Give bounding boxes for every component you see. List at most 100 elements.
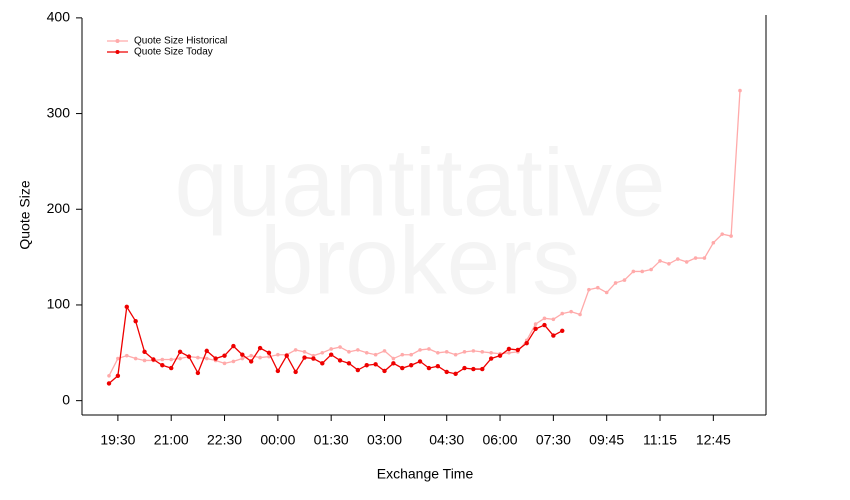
point [675, 257, 680, 261]
point [257, 345, 263, 351]
point [391, 356, 396, 361]
point [204, 356, 209, 361]
point [276, 352, 280, 357]
x-tick-label: 22:30 [207, 432, 242, 448]
point [533, 326, 538, 332]
point [462, 365, 467, 371]
legend-label: Quote Size Today [134, 47, 213, 58]
y-axis-label: Quote Size [17, 180, 33, 249]
point [240, 352, 245, 357]
point [133, 319, 138, 324]
point [124, 353, 129, 358]
point [293, 348, 298, 352]
point [542, 316, 547, 321]
point [382, 349, 387, 353]
point [107, 373, 111, 378]
point [320, 350, 325, 355]
point [427, 347, 431, 351]
point [231, 359, 236, 364]
point [729, 234, 733, 238]
point [435, 363, 441, 369]
point [604, 290, 609, 295]
point [320, 361, 325, 366]
point [400, 365, 405, 371]
point [738, 88, 742, 93]
point [480, 366, 485, 372]
point [480, 350, 485, 354]
point [560, 328, 565, 333]
point [488, 356, 494, 361]
x-tick-label: 03:00 [367, 432, 402, 448]
point [115, 373, 121, 378]
point [560, 311, 565, 316]
point [240, 356, 245, 361]
point [222, 353, 227, 358]
point [186, 354, 192, 359]
point [462, 350, 467, 354]
point [382, 368, 387, 374]
point [444, 350, 449, 354]
point [222, 361, 227, 366]
y-tick-label: 100 [47, 296, 71, 312]
y-tick-label: 200 [47, 200, 71, 216]
point [302, 355, 307, 360]
point [373, 362, 378, 367]
legend-marker [115, 50, 120, 54]
point [515, 347, 521, 353]
point [720, 232, 725, 236]
point [702, 256, 707, 260]
watermark: brokers [260, 207, 580, 314]
y-tick-label: 0 [62, 391, 70, 407]
legend-label: Quote Size Historical [134, 36, 227, 47]
x-axis-label: Exchange Time [377, 466, 474, 482]
point [195, 370, 201, 376]
point [231, 343, 236, 349]
point [160, 357, 165, 362]
x-tick-label: 00:00 [260, 432, 295, 448]
point [551, 333, 556, 338]
point [409, 352, 413, 357]
point [711, 240, 716, 245]
point [356, 348, 360, 352]
point [649, 267, 653, 272]
point [142, 358, 147, 363]
watermark: quantitative [174, 129, 665, 236]
point [302, 350, 307, 354]
point [400, 352, 405, 357]
point [506, 346, 512, 352]
point [160, 363, 165, 368]
point [169, 365, 174, 371]
point [408, 363, 414, 368]
x-tick-label: 11:15 [643, 432, 677, 448]
y-tick-label: 400 [47, 9, 71, 25]
point [596, 285, 600, 290]
point [542, 322, 547, 328]
point [213, 356, 218, 361]
x-tick-label: 12:45 [696, 432, 731, 448]
point [667, 262, 671, 266]
point [116, 356, 120, 361]
y-tick-label: 300 [47, 104, 71, 120]
point [693, 256, 698, 260]
point [453, 352, 458, 357]
point [178, 356, 182, 361]
point [346, 361, 352, 366]
x-tick-label: 01:30 [314, 432, 349, 448]
point [328, 352, 334, 357]
point [196, 355, 200, 360]
x-tick-label: 19:30 [100, 432, 135, 448]
point [249, 353, 253, 358]
x-tick-label: 06:00 [483, 432, 518, 448]
point [524, 341, 529, 346]
point [436, 350, 440, 355]
x-tick-label: 04:30 [429, 432, 464, 448]
point [169, 357, 174, 362]
legend-marker [115, 39, 120, 43]
point [347, 350, 351, 354]
point [533, 322, 538, 326]
point [364, 363, 369, 368]
point [631, 269, 636, 274]
point [373, 352, 378, 357]
point [133, 356, 138, 361]
point [658, 259, 662, 263]
